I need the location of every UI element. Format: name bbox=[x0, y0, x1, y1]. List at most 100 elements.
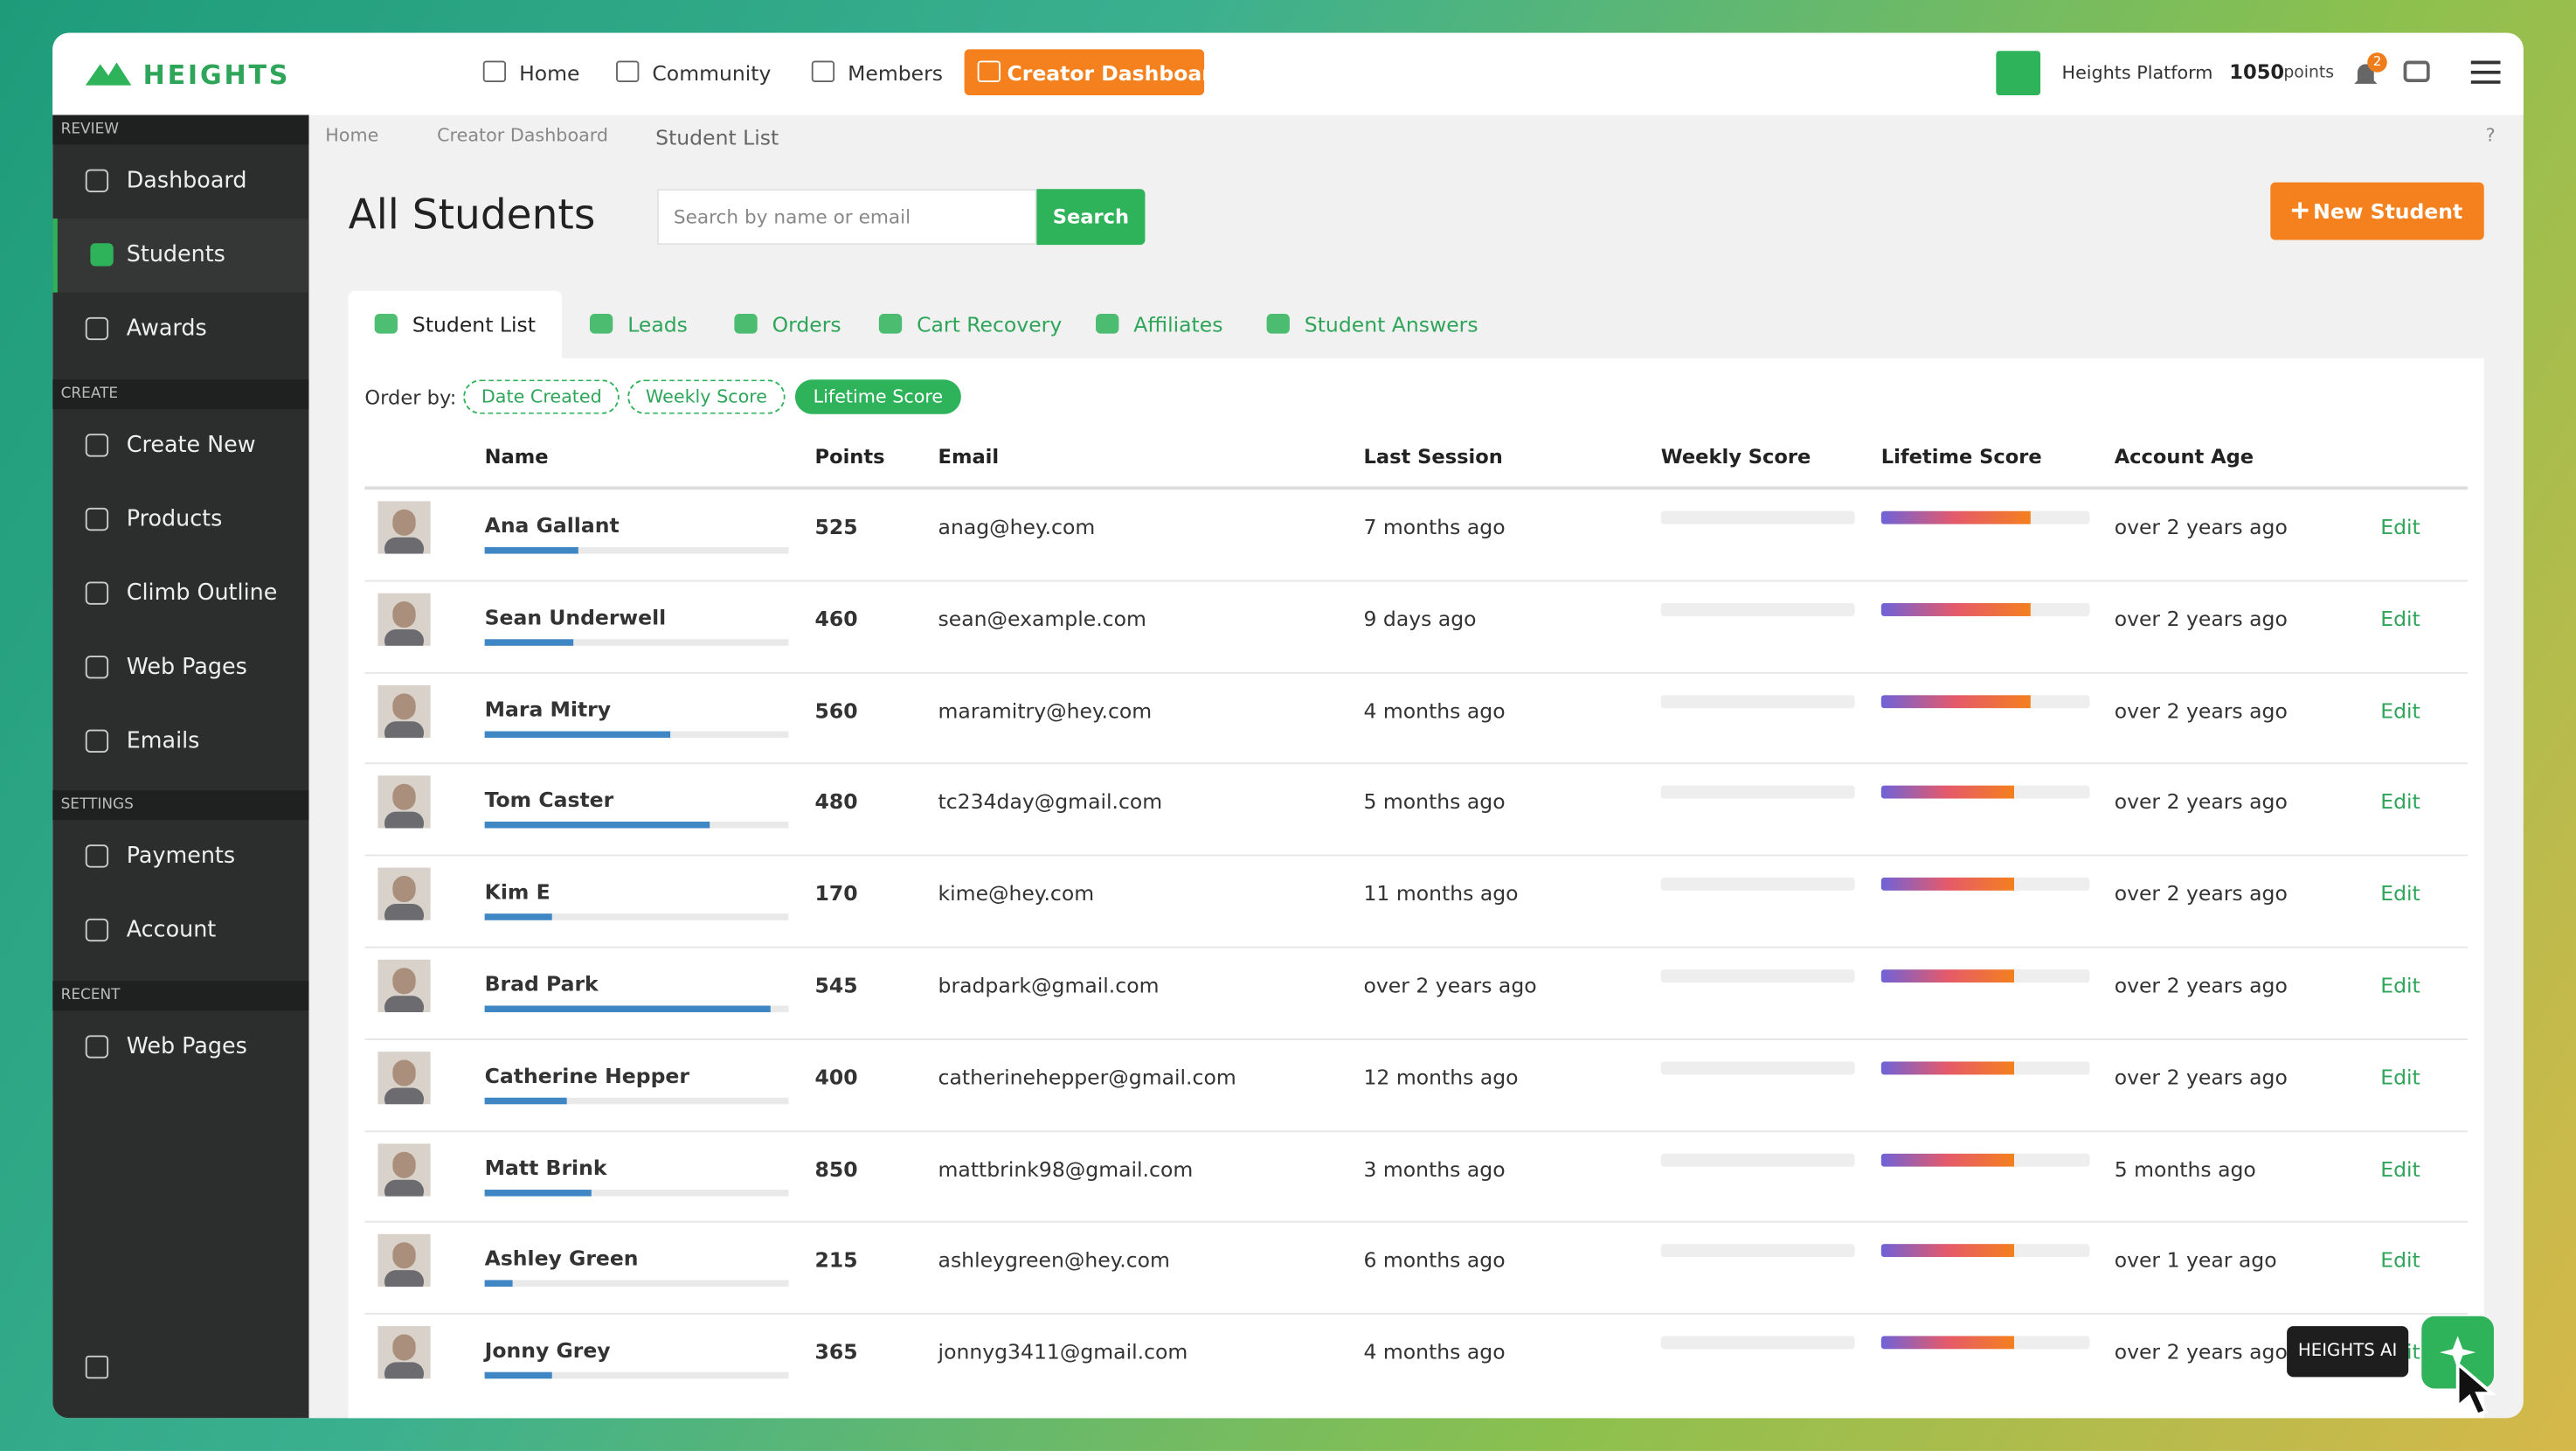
student-name[interactable]: Matt Brink bbox=[484, 1154, 607, 1180]
search-input[interactable]: Search by name or email bbox=[657, 189, 1037, 246]
plus-icon bbox=[2291, 202, 2309, 219]
sidebar-item[interactable]: Create New bbox=[52, 408, 308, 483]
sidebar-item[interactable]: Products bbox=[52, 483, 308, 557]
nav-link[interactable]: Members bbox=[848, 60, 944, 86]
sidebar-label: Account bbox=[126, 916, 217, 944]
nav-icon bbox=[616, 60, 640, 82]
row-rule bbox=[364, 763, 2468, 765]
edit-link[interactable]: Edit bbox=[2380, 606, 2420, 631]
student-name[interactable]: Tom Caster bbox=[484, 788, 614, 813]
edit-link[interactable]: Edit bbox=[2380, 1247, 2420, 1273]
edit-link[interactable]: Edit bbox=[2380, 514, 2420, 539]
nav-icon bbox=[977, 60, 1001, 82]
sidebar-item[interactable]: Payments bbox=[52, 820, 308, 894]
student-name[interactable]: Brad Park bbox=[484, 971, 599, 996]
logo-icon bbox=[85, 62, 132, 86]
nav-link[interactable]: Creator Dashboard bbox=[1007, 60, 1227, 86]
tab[interactable]: Cart Recovery bbox=[917, 312, 1063, 337]
tab-icon bbox=[1266, 314, 1290, 334]
tab[interactable]: Leads bbox=[627, 312, 688, 337]
platform-icon[interactable] bbox=[1996, 51, 2041, 96]
nav-link[interactable]: Home bbox=[519, 60, 580, 86]
sidebar-icon bbox=[85, 655, 109, 678]
tab[interactable]: Affiliates bbox=[1133, 312, 1223, 337]
app-window: HEIGHTS Heights Platform 1050 points 2 R… bbox=[52, 32, 2524, 1419]
help-button[interactable]: ? bbox=[2485, 124, 2496, 147]
weekly-track bbox=[1660, 1061, 1855, 1075]
column-header[interactable]: Weekly Score bbox=[1660, 445, 1811, 469]
student-name[interactable]: Mara Mitry bbox=[484, 696, 612, 721]
student-name[interactable]: Kim E bbox=[484, 879, 551, 905]
avatar-head bbox=[392, 876, 416, 903]
email: maramitry@hey.com bbox=[938, 698, 1153, 723]
search-placeholder: Search by name or email bbox=[673, 205, 911, 229]
sidebar-item[interactable]: Students bbox=[52, 219, 309, 293]
student-name[interactable]: Ashley Green bbox=[484, 1246, 639, 1271]
column-header[interactable]: Account Age bbox=[2114, 445, 2254, 469]
spacer bbox=[52, 366, 308, 378]
points: 560 bbox=[814, 698, 858, 723]
lifetime-fill bbox=[1880, 602, 2032, 616]
row-rule bbox=[364, 671, 2468, 673]
avatar-head bbox=[392, 1059, 416, 1087]
student-name[interactable]: Sean Underwell bbox=[484, 604, 667, 629]
lifetime-fill bbox=[1880, 969, 2015, 983]
order-option[interactable]: Lifetime Score bbox=[794, 379, 961, 414]
sidebar-item[interactable]: Web Pages bbox=[52, 1010, 308, 1084]
account-age: over 2 years ago bbox=[2114, 1064, 2288, 1089]
avatar-body bbox=[384, 1362, 425, 1379]
student-name[interactable]: Ana Gallant bbox=[484, 512, 620, 538]
avatar-head bbox=[392, 509, 416, 536]
student-name[interactable]: Catherine Hepper bbox=[484, 1062, 689, 1088]
lifetime-track bbox=[1880, 786, 2090, 800]
weekly-track bbox=[1660, 878, 1855, 892]
column-header[interactable]: Last Session bbox=[1363, 445, 1503, 469]
edit-link[interactable]: Edit bbox=[2380, 1156, 2420, 1181]
nav-icon bbox=[811, 60, 835, 82]
breadcrumb-item: Student List bbox=[655, 124, 779, 150]
nav-link[interactable]: Community bbox=[652, 60, 772, 86]
progress-fill bbox=[484, 730, 670, 738]
sidebar-item[interactable]: Dashboard bbox=[52, 144, 308, 219]
edit-link[interactable]: Edit bbox=[2380, 789, 2420, 815]
avatar-body bbox=[384, 628, 425, 646]
tab[interactable]: Student List bbox=[412, 312, 536, 337]
sidebar-label: Payments bbox=[126, 843, 236, 870]
order-option[interactable]: Weekly Score bbox=[627, 379, 786, 414]
column-header[interactable]: Email bbox=[938, 445, 1000, 469]
sidebar-item[interactable]: Web Pages bbox=[52, 630, 308, 705]
account-age: over 2 years ago bbox=[2114, 972, 2288, 998]
lifetime-track bbox=[1880, 694, 2090, 708]
sidebar-item[interactable]: Emails bbox=[52, 705, 308, 779]
account-age: over 1 year ago bbox=[2114, 1247, 2277, 1273]
order-option[interactable]: Date Created bbox=[463, 379, 620, 414]
menu-icon[interactable] bbox=[2470, 60, 2501, 84]
collapse-button[interactable] bbox=[85, 1355, 109, 1379]
edit-link[interactable]: Edit bbox=[2380, 698, 2420, 723]
inbox-icon[interactable] bbox=[2403, 60, 2430, 82]
points-unit: points bbox=[2283, 64, 2335, 82]
row-rule bbox=[364, 1038, 2468, 1040]
sidebar-item[interactable]: Climb Outline bbox=[52, 556, 308, 630]
column-header[interactable]: Points bbox=[814, 445, 885, 469]
avatar bbox=[377, 593, 431, 646]
tab[interactable]: Orders bbox=[772, 312, 841, 337]
column-header[interactable]: Name bbox=[484, 445, 549, 469]
last-session: 12 months ago bbox=[1363, 1064, 1519, 1089]
sidebar-item[interactable]: Account bbox=[52, 894, 308, 968]
avatar bbox=[377, 867, 431, 921]
breadcrumb-item[interactable]: Home bbox=[325, 124, 379, 147]
search-button[interactable]: Search bbox=[1036, 189, 1146, 246]
column-header[interactable]: Lifetime Score bbox=[1880, 445, 2042, 469]
breadcrumb-item[interactable]: Creator Dashboard bbox=[437, 124, 609, 147]
edit-link[interactable]: Edit bbox=[2380, 1064, 2420, 1089]
edit-link[interactable]: Edit bbox=[2380, 880, 2420, 906]
tab[interactable]: Student Answers bbox=[1304, 312, 1478, 337]
new-student-button[interactable]: New Student bbox=[2270, 182, 2484, 240]
edit-link[interactable]: Edit bbox=[2380, 972, 2420, 998]
sidebar-item[interactable]: Awards bbox=[52, 293, 308, 367]
platform-name[interactable]: Heights Platform bbox=[2061, 62, 2213, 84]
sidebar-label: Create New bbox=[126, 431, 256, 458]
student-name[interactable]: Jonny Grey bbox=[484, 1337, 611, 1363]
